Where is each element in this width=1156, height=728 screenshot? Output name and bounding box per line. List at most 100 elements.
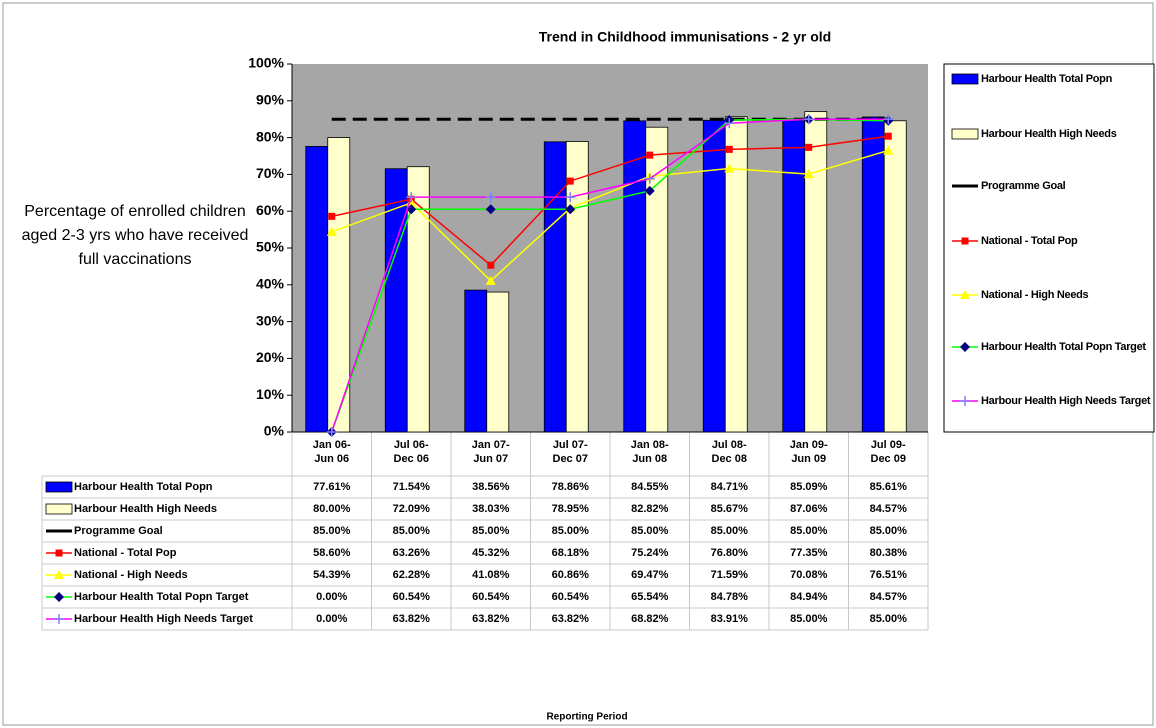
table-cell: 84.57% bbox=[870, 591, 908, 603]
y-tick-label: 10% bbox=[256, 386, 285, 402]
series-marker bbox=[485, 192, 496, 203]
table-row-label: National - Total Pop bbox=[74, 547, 177, 559]
table-cell: 63.26% bbox=[393, 547, 431, 559]
table-cell: 85.00% bbox=[790, 525, 828, 537]
table-cell: 85.61% bbox=[870, 481, 908, 493]
table-cell: 38.03% bbox=[472, 503, 510, 515]
table-cell: 83.91% bbox=[711, 613, 749, 625]
series-marker bbox=[485, 275, 496, 285]
table-cell: 0.00% bbox=[316, 591, 347, 603]
legend-label: Harbour Health Total Popn bbox=[981, 73, 1113, 85]
bar bbox=[327, 137, 351, 433]
bar bbox=[724, 116, 748, 433]
table-cell: 72.09% bbox=[393, 503, 431, 515]
series-marker bbox=[487, 261, 495, 269]
table-cell: 84.55% bbox=[631, 481, 669, 493]
table-row-label: Harbour Health Total Popn Target bbox=[74, 591, 249, 603]
table-cell: 84.78% bbox=[711, 591, 749, 603]
legend-label: National - Total Pop bbox=[981, 235, 1078, 247]
bar bbox=[861, 116, 885, 433]
legend-swatch bbox=[951, 128, 979, 140]
table-cell: 85.00% bbox=[870, 525, 908, 537]
table-row-label: Harbour Health High Needs bbox=[74, 503, 217, 515]
series-marker bbox=[566, 177, 574, 185]
table-cell: 78.95% bbox=[552, 503, 590, 515]
legend-marker bbox=[54, 614, 64, 624]
x-tick-label: Jan 06- Jun 06 bbox=[312, 439, 351, 465]
y-tick-label: 50% bbox=[256, 239, 285, 255]
y-tick-label: 70% bbox=[256, 165, 285, 181]
x-tick-label: Jul 07- Dec 07 bbox=[552, 439, 588, 465]
series-marker bbox=[406, 192, 417, 203]
table-cell: 82.82% bbox=[631, 503, 669, 515]
y-tick-label: 90% bbox=[256, 92, 285, 108]
table-cell: 63.82% bbox=[393, 613, 431, 625]
table-cell: 38.56% bbox=[472, 481, 510, 493]
legend-marker bbox=[54, 592, 64, 602]
bar bbox=[543, 141, 567, 433]
legend-marker bbox=[55, 549, 63, 557]
table-cell: 85.09% bbox=[790, 481, 828, 493]
table-cell: 85.00% bbox=[472, 525, 510, 537]
x-tick-label: Jul 09- Dec 09 bbox=[870, 439, 906, 465]
legend-swatch bbox=[45, 503, 73, 515]
bar bbox=[883, 120, 907, 433]
table-row-label: Programme Goal bbox=[74, 525, 163, 537]
table-cell: 76.80% bbox=[711, 547, 749, 559]
table-cell: 80.38% bbox=[870, 547, 908, 559]
table-cell: 41.08% bbox=[472, 569, 510, 581]
legend-label: Harbour Health High Needs bbox=[981, 128, 1117, 140]
series-marker bbox=[644, 185, 655, 196]
table-row-label: Harbour Health Total Popn bbox=[74, 481, 213, 493]
chart-title: Trend in Childhood immunisations - 2 yr … bbox=[539, 29, 831, 45]
table-cell: 71.59% bbox=[711, 569, 749, 581]
y-tick-label: 30% bbox=[256, 312, 285, 328]
table-cell: 84.57% bbox=[870, 503, 908, 515]
table-cell: 85.00% bbox=[393, 525, 431, 537]
x-axis-title: Reporting Period bbox=[546, 712, 627, 723]
series-marker bbox=[646, 151, 654, 159]
series-line bbox=[331, 135, 889, 267]
series-line bbox=[331, 118, 889, 433]
table-cell: 76.51% bbox=[870, 569, 908, 581]
legend-label: Programme Goal bbox=[981, 180, 1066, 192]
x-tick-label: Jan 09- Jun 09 bbox=[789, 439, 828, 465]
y-tick-label: 100% bbox=[248, 55, 284, 71]
bar bbox=[702, 119, 726, 433]
table-cell: 45.32% bbox=[472, 547, 510, 559]
legend-swatch bbox=[45, 481, 73, 493]
legend-marker bbox=[54, 570, 64, 579]
legend-marker bbox=[960, 396, 970, 406]
table-cell: 85.00% bbox=[552, 525, 590, 537]
table-cell: 68.82% bbox=[631, 613, 669, 625]
table-cell: 54.39% bbox=[313, 569, 351, 581]
x-tick-label: Jul 06- Dec 06 bbox=[393, 439, 429, 465]
table-cell: 78.86% bbox=[552, 481, 590, 493]
table-cell: 65.54% bbox=[631, 591, 669, 603]
table-cell: 69.47% bbox=[631, 569, 669, 581]
series-marker bbox=[644, 173, 655, 184]
table-cell: 87.06% bbox=[790, 503, 828, 515]
y-axis-title: Percentage of enrolled children aged 2-3… bbox=[21, 203, 249, 268]
table-cell: 62.28% bbox=[393, 569, 431, 581]
table-cell: 84.71% bbox=[711, 481, 749, 493]
series-line bbox=[331, 149, 889, 282]
table-cell: 60.86% bbox=[552, 569, 590, 581]
bar bbox=[565, 141, 589, 433]
series-marker bbox=[803, 169, 814, 179]
table-cell: 70.08% bbox=[790, 569, 828, 581]
legend-marker bbox=[961, 237, 969, 245]
x-tick-label: Jan 08- Jun 08 bbox=[630, 439, 669, 465]
series-marker bbox=[725, 145, 733, 153]
table-cell: 77.35% bbox=[790, 547, 828, 559]
series-marker bbox=[565, 192, 576, 203]
table-cell: 58.60% bbox=[313, 547, 351, 559]
series-marker bbox=[884, 132, 892, 140]
table-cell: 85.00% bbox=[790, 613, 828, 625]
table-cell: 85.00% bbox=[313, 525, 351, 537]
table-cell: 85.67% bbox=[711, 503, 749, 515]
series-marker bbox=[326, 226, 337, 236]
y-tick-label: 40% bbox=[256, 276, 285, 292]
